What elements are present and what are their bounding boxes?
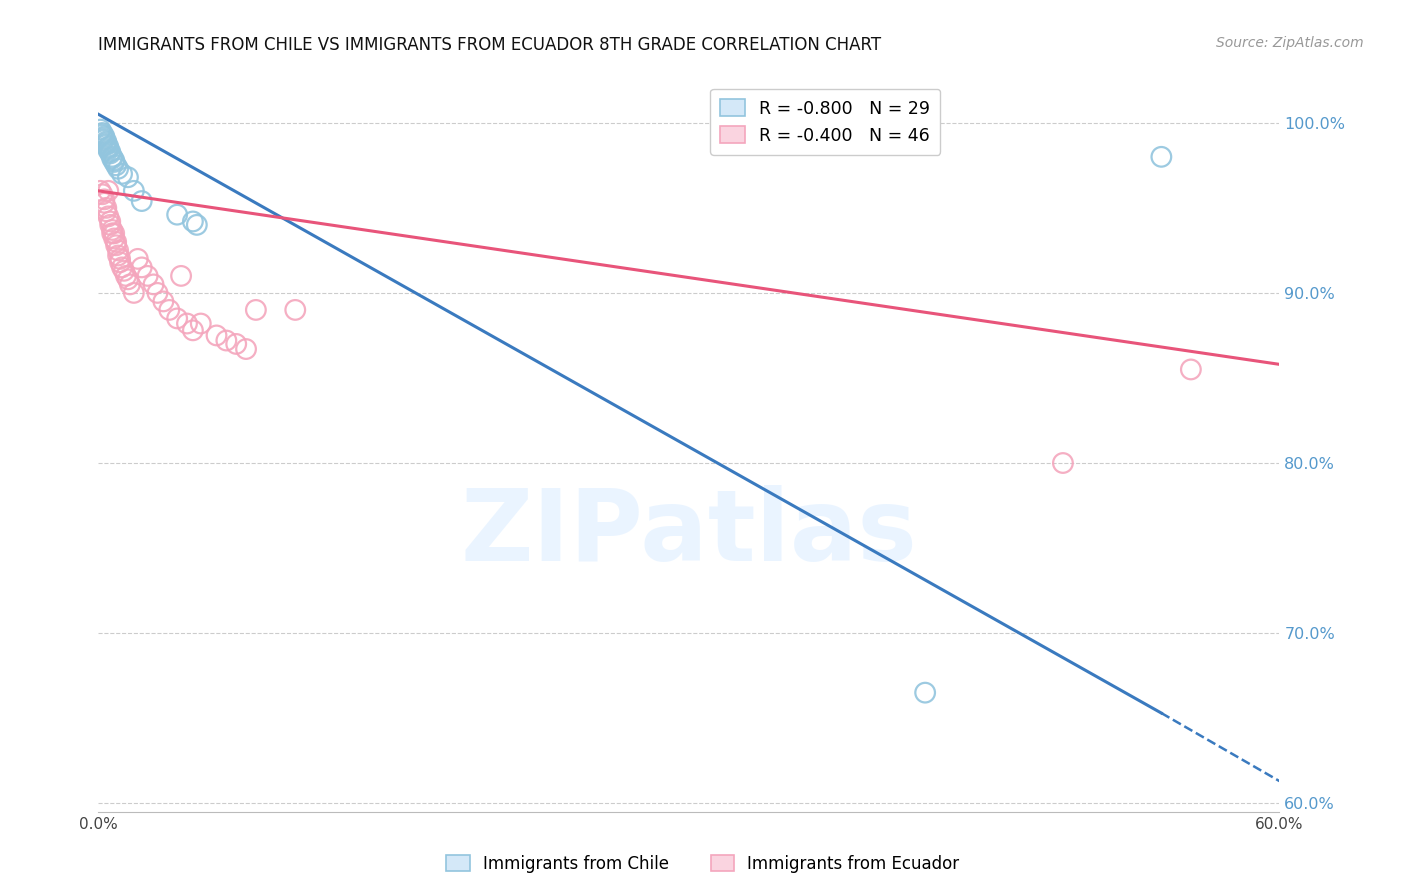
Point xyxy=(1150,150,1173,164)
Point xyxy=(93,192,115,206)
Point xyxy=(103,153,125,168)
Point xyxy=(225,337,247,351)
Point xyxy=(111,167,134,181)
Point xyxy=(181,323,204,337)
Point xyxy=(108,252,131,266)
Point xyxy=(142,277,165,292)
Point xyxy=(93,129,115,144)
Point xyxy=(205,328,228,343)
Point xyxy=(91,126,114,140)
Point xyxy=(122,184,145,198)
Point xyxy=(235,342,257,356)
Point xyxy=(166,311,188,326)
Point xyxy=(166,208,188,222)
Point xyxy=(1052,456,1074,470)
Point xyxy=(96,135,118,149)
Point xyxy=(98,145,121,159)
Point xyxy=(98,146,121,161)
Point xyxy=(96,204,118,219)
Point xyxy=(107,161,129,176)
Point xyxy=(118,277,141,292)
Point xyxy=(112,264,135,278)
Point xyxy=(136,268,159,283)
Point xyxy=(131,260,153,275)
Point xyxy=(89,122,111,136)
Point xyxy=(111,260,134,275)
Point xyxy=(105,158,128,172)
Point xyxy=(914,686,936,700)
Point xyxy=(89,184,111,198)
Point xyxy=(96,137,118,152)
Point xyxy=(157,302,180,317)
Point xyxy=(97,141,120,155)
Legend: R = -0.800   N = 29, R = -0.400   N = 46: R = -0.800 N = 29, R = -0.400 N = 46 xyxy=(710,89,941,155)
Point xyxy=(131,194,153,208)
Point xyxy=(181,214,204,228)
Point xyxy=(91,128,114,142)
Point xyxy=(97,210,120,224)
Legend: Immigrants from Chile, Immigrants from Ecuador: Immigrants from Chile, Immigrants from E… xyxy=(440,848,966,880)
Point xyxy=(96,201,118,215)
Point xyxy=(176,317,198,331)
Point xyxy=(101,150,124,164)
Point xyxy=(97,143,120,157)
Point xyxy=(108,255,131,269)
Point xyxy=(98,214,121,228)
Point xyxy=(115,268,138,283)
Point xyxy=(186,218,208,232)
Point xyxy=(103,231,125,245)
Point xyxy=(107,248,129,262)
Point xyxy=(107,244,129,258)
Point xyxy=(1180,362,1202,376)
Point xyxy=(105,235,128,249)
Point xyxy=(127,252,149,266)
Point xyxy=(146,285,169,300)
Point xyxy=(91,187,114,202)
Point xyxy=(101,152,124,166)
Point xyxy=(117,170,139,185)
Text: Source: ZipAtlas.com: Source: ZipAtlas.com xyxy=(1216,36,1364,50)
Point xyxy=(170,268,193,283)
Point xyxy=(105,238,128,252)
Point xyxy=(97,139,120,153)
Text: ZIPatlas: ZIPatlas xyxy=(461,485,917,582)
Point xyxy=(93,133,115,147)
Text: IMMIGRANTS FROM CHILE VS IMMIGRANTS FROM ECUADOR 8TH GRADE CORRELATION CHART: IMMIGRANTS FROM CHILE VS IMMIGRANTS FROM… xyxy=(98,36,882,54)
Point xyxy=(284,302,307,317)
Point xyxy=(245,302,267,317)
Point xyxy=(101,223,124,237)
Point xyxy=(98,218,121,232)
Point xyxy=(101,227,124,241)
Point xyxy=(103,155,125,169)
Point xyxy=(93,131,115,145)
Point xyxy=(117,272,139,286)
Point xyxy=(97,184,120,198)
Point xyxy=(103,227,125,241)
Point xyxy=(96,136,118,151)
Point xyxy=(190,317,212,331)
Point xyxy=(122,285,145,300)
Point xyxy=(93,195,115,210)
Point xyxy=(152,294,174,309)
Point xyxy=(215,334,238,348)
